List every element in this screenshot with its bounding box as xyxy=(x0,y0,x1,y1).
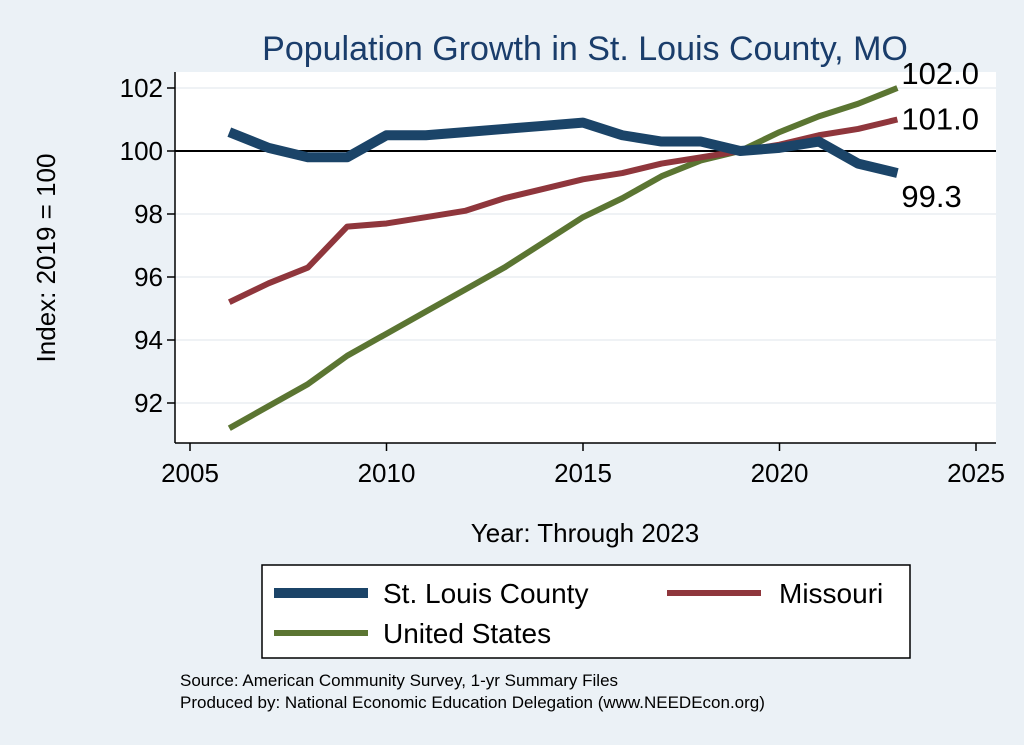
chart-title: Population Growth in St. Louis County, M… xyxy=(262,30,908,68)
x-axis-label: Year: Through 2023 xyxy=(471,518,699,548)
end-label-united-states: 102.0 xyxy=(901,56,979,91)
legend-label-missouri: Missouri xyxy=(779,578,883,609)
y-tick-label-94: 94 xyxy=(134,325,163,355)
x-tick-label-2025: 2025 xyxy=(947,458,1005,488)
end-label-missouri: 101.0 xyxy=(901,102,979,137)
x-tick-label-2015: 2015 xyxy=(554,458,612,488)
y-axis-label: Index: 2019 = 100 xyxy=(31,154,61,363)
y-tick-label-98: 98 xyxy=(134,199,163,229)
legend-label-united-states: United States xyxy=(383,618,551,649)
end-label-st-louis-county: 99.3 xyxy=(901,179,961,214)
source-note: Source: American Community Survey, 1-yr … xyxy=(180,671,618,690)
x-ticks: 2005 2010 2015 2020 2025 xyxy=(161,443,1005,488)
y-tick-label-92: 92 xyxy=(134,388,163,418)
x-tick-label-2005: 2005 xyxy=(161,458,219,488)
series-lines xyxy=(227,85,899,431)
y-tick-label-96: 96 xyxy=(134,262,163,292)
y-ticks: 92 94 96 98 100 102 xyxy=(120,73,175,418)
x-tick-label-2010: 2010 xyxy=(358,458,416,488)
legend: St. Louis County Missouri United States xyxy=(261,564,911,659)
end-labels: 99.3 101.0 102.0 xyxy=(901,56,979,214)
legend-box xyxy=(261,564,911,659)
legend-label-st-louis-county: St. Louis County xyxy=(383,578,588,609)
x-tick-label-2020: 2020 xyxy=(751,458,809,488)
y-tick-label-102: 102 xyxy=(120,73,163,103)
producer-note: Produced by: National Economic Education… xyxy=(180,693,765,712)
series-line-st-louis-county xyxy=(227,117,899,178)
y-tick-label-100: 100 xyxy=(120,136,163,166)
series-line-united-states xyxy=(227,85,899,431)
